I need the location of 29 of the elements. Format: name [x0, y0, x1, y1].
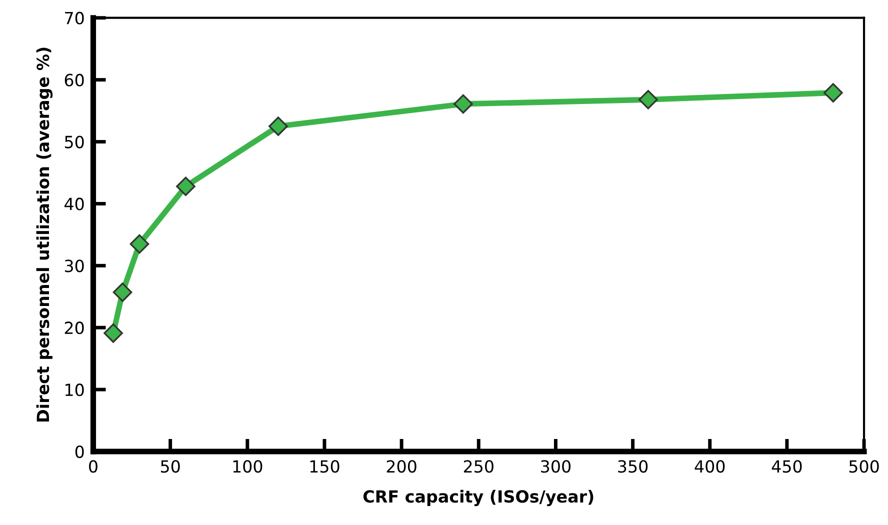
- point: [130, 234, 150, 254]
- y-tick-label: 30: [64, 260, 84, 272]
- x-tick-label: 400: [694, 460, 725, 473]
- x-tick-label: 50: [161, 460, 180, 473]
- point: [638, 90, 658, 110]
- x-tick-label: 450: [772, 460, 802, 473]
- x-tick-label: 250: [464, 460, 494, 473]
- point: [112, 282, 132, 302]
- x-tick-label: 100: [233, 460, 262, 473]
- x-tick-label: 200: [386, 460, 416, 473]
- x-tick-label: 500: [849, 460, 879, 473]
- y-tick-label: 0: [75, 445, 84, 458]
- y-tick-label: 60: [64, 74, 84, 86]
- y-tick-label: 20: [64, 322, 84, 334]
- y-tick-label: 10: [66, 384, 84, 396]
- point: [176, 176, 196, 196]
- y-axis-title: Direct personnel utilization (average %): [36, 48, 53, 422]
- x-tick-label: 0: [89, 460, 98, 473]
- point: [454, 94, 473, 114]
- point: [824, 83, 843, 102]
- x-tick-label: 350: [618, 460, 648, 473]
- y-tick-label: 70: [65, 12, 84, 24]
- x-tick-label: 300: [541, 460, 571, 473]
- point: [104, 324, 123, 343]
- point: [268, 116, 288, 136]
- y-tick-label: 40: [64, 198, 84, 210]
- x-tick-label: 150: [310, 460, 340, 473]
- x-axis-title: CRF capacity (ISOs/year): [363, 490, 594, 506]
- y-tick-label: 50: [64, 136, 84, 148]
